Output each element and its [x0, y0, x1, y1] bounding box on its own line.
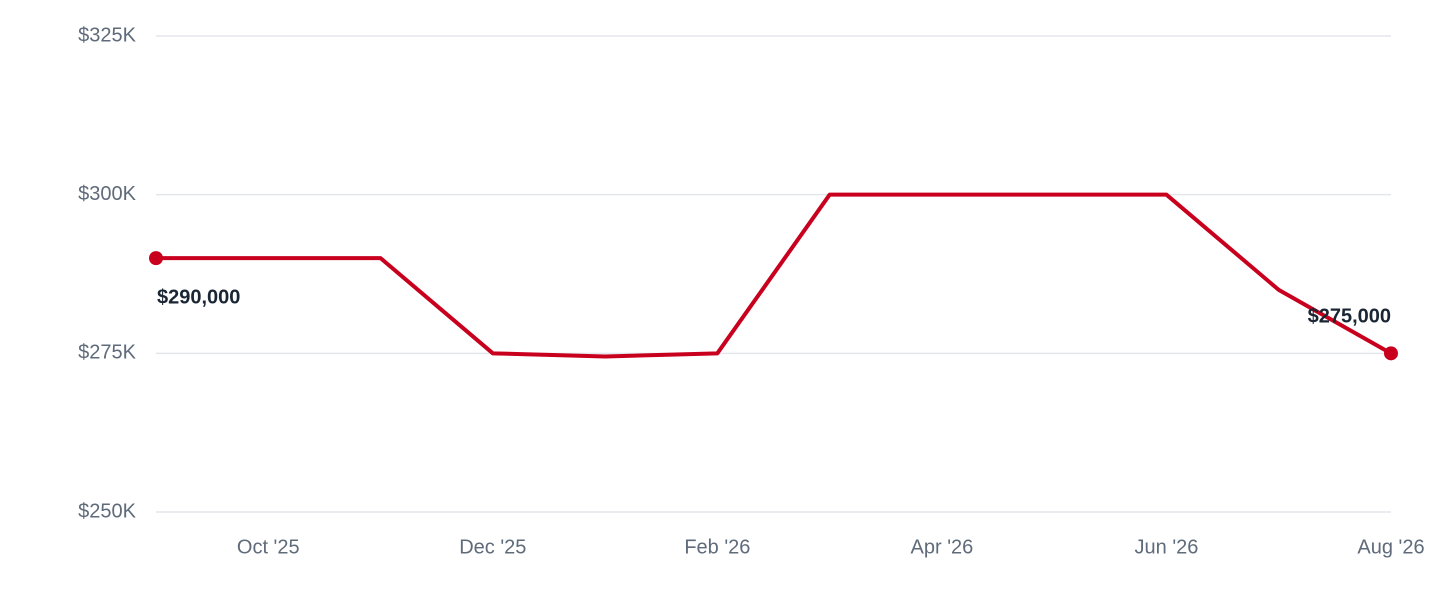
y-tick-label: $275K [78, 342, 136, 364]
x-tick-label: Jun '26 [1135, 536, 1199, 558]
y-tick-label: $325K [78, 24, 136, 46]
x-tick-label: Dec '25 [459, 536, 526, 558]
x-tick-label: Apr '26 [911, 536, 974, 558]
x-tick-label: Aug '26 [1357, 536, 1424, 558]
y-tick-label: $250K [78, 500, 136, 522]
x-tick-label: Oct '25 [237, 536, 300, 558]
line [156, 192, 1392, 359]
value-label: $275,000 [1308, 306, 1391, 328]
end-point [1384, 346, 1398, 361]
end-point [149, 251, 163, 266]
x-tick-label: Feb '26 [684, 536, 750, 558]
y-tick-label: $300K [78, 183, 136, 205]
value-label: $290,000 [157, 286, 240, 308]
